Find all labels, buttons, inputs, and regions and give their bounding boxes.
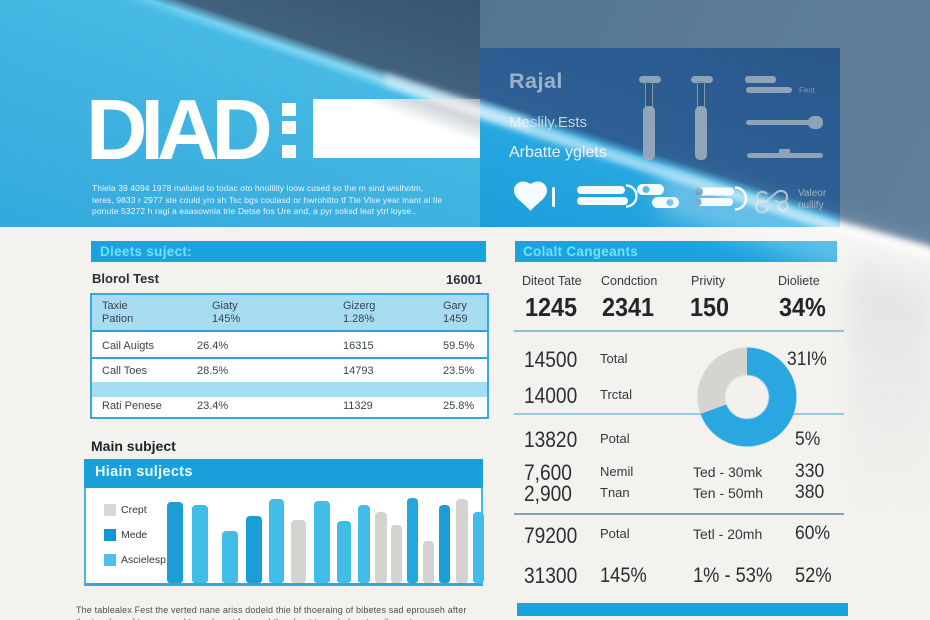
svg-text:Fent: Fent: [799, 86, 816, 95]
svg-text:nullify: nullify: [798, 200, 824, 211]
svg-text:Valeor: Valeor: [798, 188, 827, 199]
